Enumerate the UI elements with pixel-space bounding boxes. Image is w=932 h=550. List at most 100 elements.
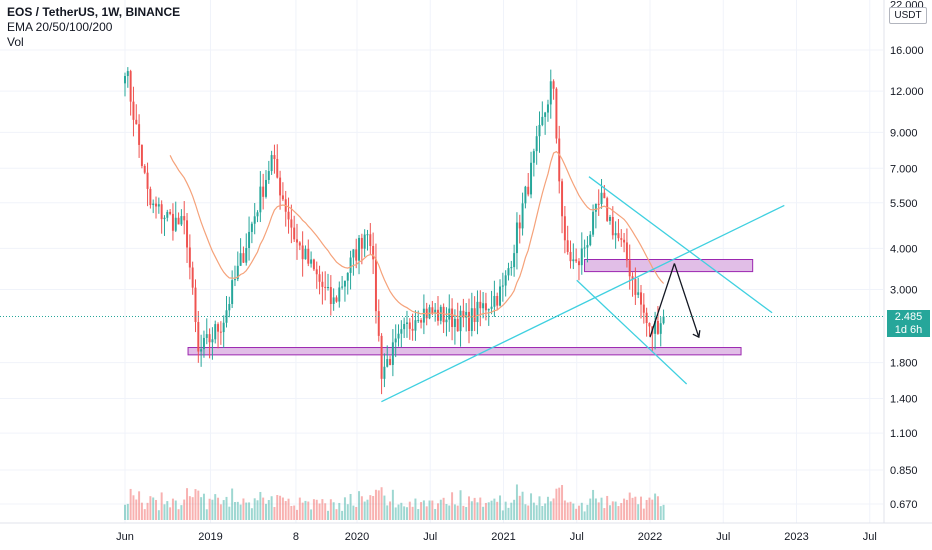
volume-bar <box>281 497 284 520</box>
volume-bar <box>640 496 642 520</box>
volume-bar <box>609 505 611 520</box>
volume-bar <box>341 510 344 520</box>
volume-bar <box>242 498 245 520</box>
volume-bar <box>583 511 586 520</box>
indicator-vol[interactable]: Vol <box>7 35 24 49</box>
volume-bar <box>327 510 330 520</box>
candle-body <box>527 186 530 195</box>
volume-bar <box>225 496 228 520</box>
candle-body <box>609 216 611 221</box>
candle-body <box>307 248 310 264</box>
candle-body <box>628 260 631 277</box>
volume-bar <box>374 489 377 520</box>
candle-body <box>169 211 172 214</box>
volume-bar <box>132 495 135 520</box>
volume-bar <box>642 508 645 520</box>
volume-bar <box>338 502 341 520</box>
volume-bar <box>149 496 152 520</box>
candle-body <box>135 119 138 125</box>
candle-body <box>634 279 637 295</box>
candle-body <box>414 320 417 331</box>
candle-body <box>549 81 552 105</box>
candle-body <box>476 301 479 322</box>
volume-bar <box>329 499 332 520</box>
candle-body <box>459 310 462 332</box>
volume-bar <box>239 504 242 520</box>
price-tick-label: 7.000 <box>890 163 918 175</box>
trendlines <box>0 176 883 403</box>
volume-bar <box>448 505 451 520</box>
volume-bar <box>290 505 293 520</box>
volume-bar <box>315 499 318 520</box>
volume-bar <box>380 487 383 520</box>
volume-bar <box>279 495 282 520</box>
candle-body <box>281 195 284 200</box>
volume-bar <box>405 507 408 520</box>
volume-bar <box>473 497 476 520</box>
candle-body <box>617 233 620 239</box>
volume-bar <box>451 492 454 520</box>
candle-body <box>654 320 657 334</box>
time-tick-label: Jul <box>863 531 877 543</box>
candle-body <box>400 329 403 334</box>
time-tick-label: 2020 <box>345 531 369 543</box>
candle-body <box>296 239 298 243</box>
volume-bar <box>606 495 609 520</box>
candle-body <box>383 366 386 379</box>
projection-arrow-down <box>673 263 700 338</box>
candle-body <box>510 267 513 269</box>
price-tick-label: 0.670 <box>890 499 918 511</box>
candle-body <box>499 286 502 306</box>
volume-bar <box>183 499 186 520</box>
candle-body <box>329 287 332 305</box>
volume-bar <box>580 502 583 520</box>
candle-body <box>256 212 259 217</box>
time-tick-label: 8 <box>293 531 299 543</box>
volume-bar <box>575 508 578 520</box>
symbol-title[interactable]: EOS / TetherUS, 1W, BINANCE <box>7 5 181 19</box>
candle-body <box>219 331 222 333</box>
volume-bar <box>335 509 338 520</box>
volume-bar <box>267 500 270 520</box>
volume-bar <box>248 502 251 520</box>
candle-body <box>603 192 606 199</box>
candle-body <box>640 292 642 305</box>
candle-body <box>138 124 141 145</box>
candle-body <box>358 237 361 261</box>
indicator-ema[interactable]: EMA 20/50/100/200 <box>7 20 113 34</box>
candle-body <box>544 112 547 117</box>
volume-bar <box>476 502 479 520</box>
volume-bar <box>628 492 631 520</box>
time-tick-label: 2022 <box>638 531 662 543</box>
volume-bar <box>400 502 403 520</box>
volume-bar <box>287 498 290 520</box>
volume-bar <box>436 503 439 520</box>
volume-bar <box>456 505 459 520</box>
candle-body <box>439 306 442 321</box>
volume-bar <box>530 493 533 520</box>
volume-bar <box>546 496 549 520</box>
volume-bar <box>625 499 628 520</box>
volume-bar <box>174 500 177 520</box>
candle-body <box>563 216 566 241</box>
volume-bar <box>259 491 262 520</box>
volume-bar <box>428 500 431 520</box>
candle-body <box>518 222 521 229</box>
candle-body <box>188 247 191 268</box>
bar-countdown: 1d 6h <box>894 324 923 336</box>
volume-bar <box>656 496 659 520</box>
candle-body <box>577 261 580 266</box>
candle-body <box>259 186 262 213</box>
volume-bar <box>569 501 572 520</box>
candle-body <box>318 274 321 282</box>
currency-unit-badge[interactable]: USDT <box>889 7 927 24</box>
volume-bar <box>194 489 197 520</box>
volume-bar <box>462 505 465 520</box>
volume-bar <box>163 504 166 520</box>
price-tick-label: 1.800 <box>890 358 918 370</box>
candle-body <box>279 177 282 196</box>
candle-body <box>236 265 239 280</box>
candle-body <box>501 285 504 287</box>
candle-body <box>225 310 228 323</box>
